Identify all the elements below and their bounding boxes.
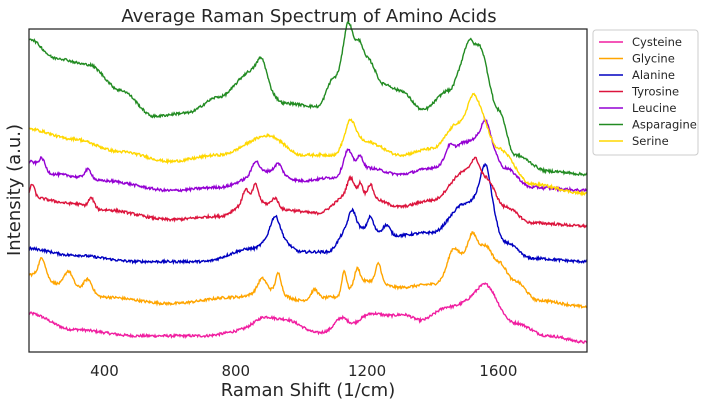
legend-label-alanine: Alanine: [632, 68, 675, 82]
y-axis-label: Intensity (a.u.): [4, 124, 25, 256]
plot-lines: [28, 20, 588, 344]
legend-label-serine: Serine: [632, 134, 669, 148]
legend-label-leucine: Leucine: [632, 101, 676, 115]
legend-label-cysteine: Cysteine: [632, 35, 682, 49]
legend-items: Cysteine Glycine Alanine Tyrosine Leucine Asp…: [599, 35, 697, 148]
series-line-cysteine: [28, 282, 588, 344]
legend-label-tyrosine: Tyrosine: [631, 85, 679, 99]
series-line-glycine: [28, 231, 588, 309]
series-line-alanine: [28, 162, 588, 265]
series-line-tyrosine: [28, 156, 587, 229]
legend-label-asparagine: Asparagine: [632, 118, 697, 132]
legend-label-glycine: Glycine: [632, 52, 675, 66]
x-tick-label: 1200: [348, 362, 386, 380]
x-tick-label: 1600: [479, 362, 517, 380]
x-axis-label: Raman Shift (1/cm): [221, 380, 395, 401]
x-tick-label: 400: [90, 362, 119, 380]
x-tick-labels: 400 800 1200 1600: [90, 362, 517, 380]
series-line-serine: [28, 92, 588, 197]
plot-frame: [28, 28, 588, 353]
chart-title: Average Raman Spectrum of Amino Acids: [121, 6, 496, 27]
legend: Cysteine Glycine Alanine Tyrosine Leucine Asp…: [592, 29, 699, 156]
series-line-asparagine: [28, 20, 588, 177]
x-tick-label: 800: [221, 362, 250, 380]
series-line-leucine: [28, 116, 588, 194]
